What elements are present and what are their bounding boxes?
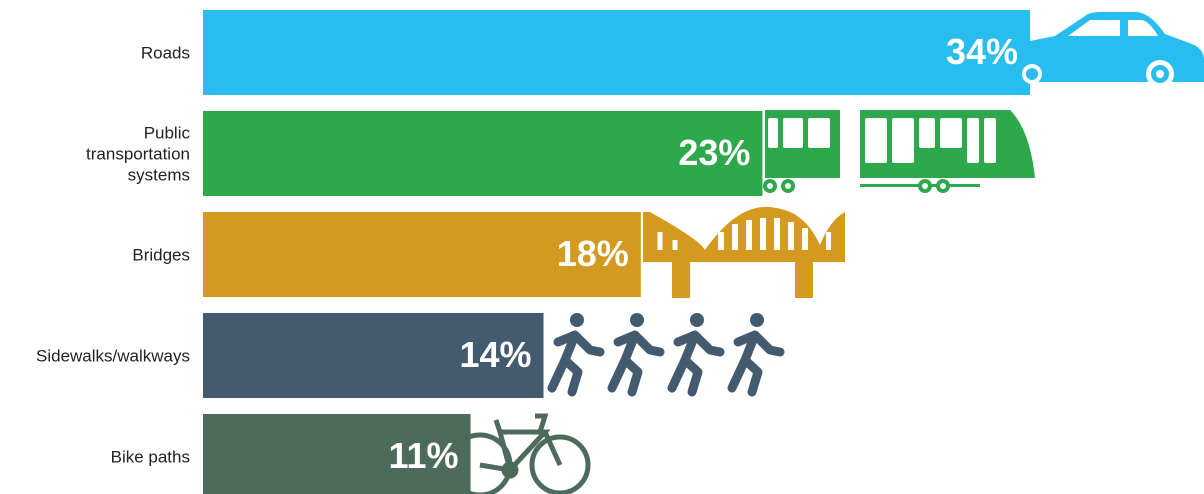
category-label: Public transportation systems xyxy=(86,123,190,184)
value-label: 18% xyxy=(557,233,629,274)
car-icon xyxy=(1022,12,1204,88)
value-label: 11% xyxy=(388,435,458,476)
value-label: 14% xyxy=(459,334,531,375)
category-label: Roads xyxy=(140,43,190,62)
category-label: Bridges xyxy=(132,245,190,264)
bike-icon xyxy=(447,413,591,494)
category-label: Sidewalks/walkways xyxy=(36,346,190,365)
value-label: 23% xyxy=(678,132,750,173)
category-label: Bike paths xyxy=(110,447,190,466)
bar xyxy=(203,212,641,297)
bar xyxy=(203,10,1030,95)
bar xyxy=(203,313,544,398)
value-label: 34% xyxy=(946,31,1018,72)
bridge-icon xyxy=(643,206,845,298)
train-icon xyxy=(763,110,1035,193)
walkers-icon xyxy=(547,313,780,397)
bar xyxy=(203,111,763,196)
bar xyxy=(203,414,471,494)
